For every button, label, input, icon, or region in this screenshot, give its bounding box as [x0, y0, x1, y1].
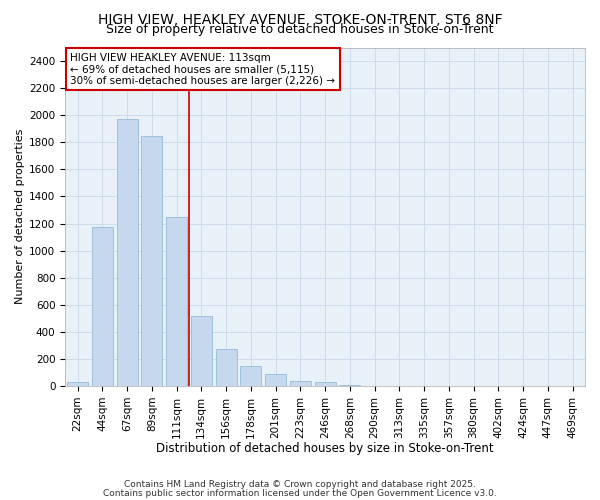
Text: Size of property relative to detached houses in Stoke-on-Trent: Size of property relative to detached ho…: [106, 22, 494, 36]
Bar: [92, 227, 113, 386]
Y-axis label: Number of detached properties: Number of detached properties: [15, 129, 25, 304]
Text: Contains public sector information licensed under the Open Government Licence v3: Contains public sector information licen…: [103, 488, 497, 498]
Bar: [240, 366, 262, 386]
X-axis label: Distribution of detached houses by size in Stoke-on-Trent: Distribution of detached houses by size …: [156, 442, 494, 455]
Bar: [166, 216, 187, 386]
Bar: [67, 382, 88, 386]
Bar: [141, 136, 163, 386]
Bar: [116, 118, 137, 386]
Bar: [265, 374, 286, 386]
Bar: [191, 316, 212, 386]
Bar: [215, 350, 236, 386]
Bar: [314, 382, 335, 386]
Bar: [290, 380, 311, 386]
Text: HIGH VIEW, HEAKLEY AVENUE, STOKE-ON-TRENT, ST6 8NF: HIGH VIEW, HEAKLEY AVENUE, STOKE-ON-TREN…: [98, 12, 502, 26]
Text: Contains HM Land Registry data © Crown copyright and database right 2025.: Contains HM Land Registry data © Crown c…: [124, 480, 476, 489]
Text: HIGH VIEW HEAKLEY AVENUE: 113sqm
← 69% of detached houses are smaller (5,115)
30: HIGH VIEW HEAKLEY AVENUE: 113sqm ← 69% o…: [70, 52, 335, 86]
